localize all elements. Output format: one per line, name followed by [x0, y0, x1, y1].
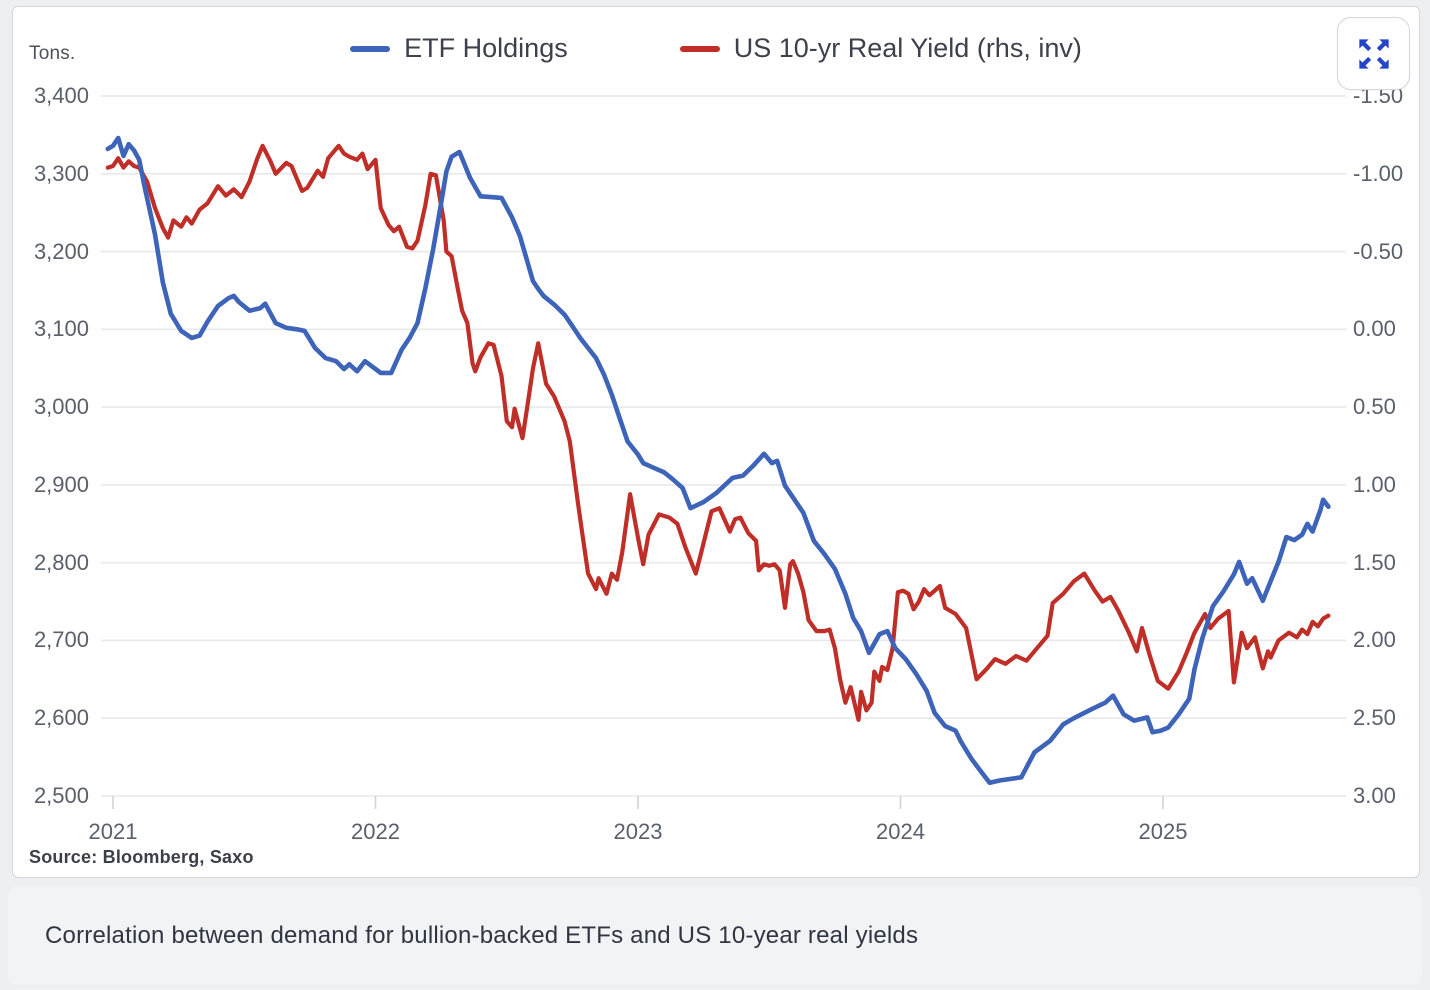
caption-text: Correlation between demand for bullion-b… — [45, 921, 919, 949]
x-axis-tick: 2023 — [613, 819, 663, 844]
real-yield-swatch-icon — [679, 45, 720, 52]
left-axis-tick: 3,200 — [33, 238, 89, 264]
left-axis-tick: 2,700 — [33, 627, 89, 653]
x-axis-tick: 2021 — [88, 819, 138, 844]
right-axis-tick: 2.00 — [1353, 627, 1396, 653]
left-axis-tick: 2,800 — [33, 549, 89, 575]
source-label: Source: Bloomberg, Saxo — [29, 847, 254, 867]
x-axis-tick: 2024 — [876, 819, 925, 844]
etf-holdings-swatch-icon — [350, 45, 391, 52]
x-axis-tick: 2022 — [351, 819, 400, 844]
right-axis-tick: -1.00 — [1353, 160, 1404, 186]
left-axis-tick: 2,900 — [33, 471, 89, 497]
left-axis-tick: 2,600 — [33, 705, 89, 731]
expand-arrows-icon — [1358, 38, 1389, 69]
legend-item-etf-holdings: ETF Holdings — [350, 33, 568, 64]
left-axis-tick: 3,000 — [33, 394, 89, 420]
legend-label: US 10-yr Real Yield (rhs, inv) — [733, 33, 1082, 63]
legend-label: ETF Holdings — [404, 33, 568, 63]
right-axis-tick: 2.50 — [1353, 705, 1396, 731]
right-axis-tick: 1.50 — [1353, 549, 1396, 575]
left-axis-tick: 3,300 — [33, 160, 89, 186]
left-axis-title: Tons. — [29, 43, 76, 64]
chart-plot — [101, 95, 1346, 809]
left-axis-tick: 3,400 — [33, 83, 89, 108]
series-line-real-yield — [105, 143, 1331, 722]
chart-card: Tons. ETF Holdings US 10-yr Real Yield (… — [12, 6, 1420, 878]
right-axis-tick: 1.00 — [1353, 471, 1396, 497]
right-axis-tick: 0.00 — [1353, 316, 1396, 342]
right-axis-tick: 3.00 — [1353, 783, 1396, 808]
left-axis-tick: 3,100 — [33, 316, 89, 342]
legend-item-real-yield: US 10-yr Real Yield (rhs, inv) — [679, 33, 1082, 64]
series-line-etf-holdings — [105, 135, 1331, 786]
fullscreen-button[interactable] — [1337, 17, 1410, 90]
x-axis-tick: 2025 — [1138, 819, 1188, 844]
right-axis-tick: 0.50 — [1353, 394, 1396, 420]
left-axis-tick: 2,500 — [33, 783, 89, 808]
caption-panel: Correlation between demand for bullion-b… — [8, 886, 1422, 985]
right-axis-tick: -0.50 — [1353, 238, 1404, 264]
legend: ETF Holdings US 10-yr Real Yield (rhs, i… — [13, 33, 1419, 64]
